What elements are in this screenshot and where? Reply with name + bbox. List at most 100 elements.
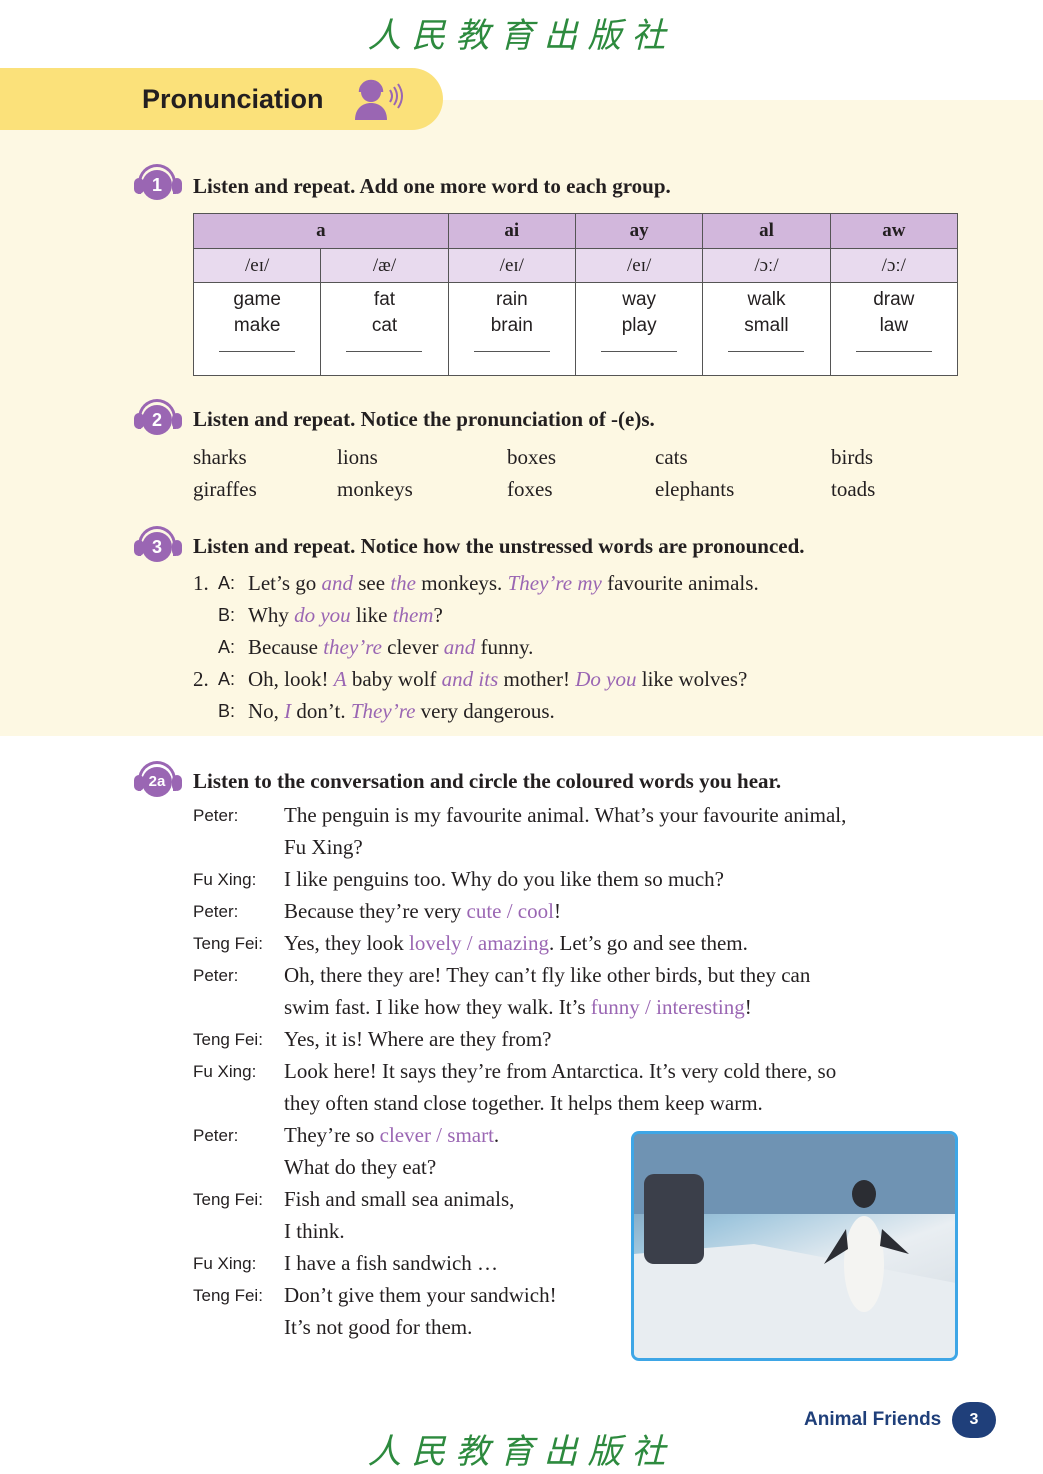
text: clever (381, 635, 444, 659)
line-text: Let’s go and see the monkeys. They’re my… (248, 571, 759, 596)
word: brain (490, 315, 533, 336)
sound-cell: /æ/ (320, 248, 449, 283)
text: What do they eat? (284, 1155, 437, 1179)
word-choice[interactable]: clever / smart (379, 1123, 494, 1147)
dialogue-line: swim fast. I like how they walk. It’s fu… (284, 995, 752, 1020)
text: don’t. (291, 699, 351, 723)
answer-blank[interactable] (346, 351, 423, 352)
ear-icon (134, 413, 144, 429)
ear-icon (172, 775, 182, 791)
text: ! (744, 995, 752, 1019)
unstressed-word: the (390, 571, 416, 595)
answer-blank[interactable] (728, 351, 805, 352)
unstressed-word: do you (294, 603, 351, 627)
penguin-image (634, 1134, 955, 1358)
text: Because (248, 635, 324, 659)
text: ? (433, 603, 443, 627)
word-cell: way play (574, 282, 704, 376)
word: elephants (655, 477, 735, 501)
unstressed-word: and (321, 571, 354, 595)
text: Don’t give them your sandwich! (284, 1283, 557, 1307)
dialogue-line: I have a fish sandwich … (284, 1251, 498, 1276)
ex2a-instruction: Listen to the conversation and circle th… (193, 769, 782, 793)
dialogue-line: Fish and small sea animals, (284, 1187, 514, 1212)
dialogue-line: I like penguins too. Why do you like the… (284, 867, 724, 892)
word: way (622, 289, 657, 310)
text: No, (248, 699, 285, 723)
answer-blank[interactable] (473, 351, 550, 352)
ear-icon (172, 540, 182, 556)
word: make (233, 315, 281, 336)
speaker: Teng Fei: (193, 1286, 263, 1305)
text: favourite animals. (601, 571, 759, 595)
word: fat (373, 289, 396, 310)
word: small (744, 315, 789, 336)
unstressed-word: and its (441, 667, 499, 691)
unstressed-word: They’re my (507, 571, 602, 595)
answer-blank[interactable] (855, 351, 932, 352)
text: like wolves? (636, 667, 748, 691)
text: Why (248, 603, 295, 627)
dialogue-line: I think. (284, 1219, 345, 1244)
word-cell: walk small (702, 282, 831, 376)
text: swim fast. I like how they walk. It’s (284, 995, 591, 1019)
dialogue-line: Yes, it is! Where are they from? (284, 1027, 551, 1052)
word-choice[interactable]: funny / interesting (590, 995, 745, 1019)
dialogue-line: Yes, they look lovely / amazing. Let’s g… (284, 931, 748, 956)
speaker: Fu Xing: (193, 1254, 257, 1273)
text: Oh, there they are! They can’t fly like … (284, 963, 811, 987)
answer-blank[interactable] (219, 351, 296, 352)
word: monkeys (337, 477, 413, 501)
line-text: No, I don’t. They’re very dangerous. (248, 699, 555, 724)
speaker: Teng Fei: (193, 1190, 263, 1209)
unstressed-word: They’re (350, 699, 416, 723)
unstressed-word: and (443, 635, 476, 659)
text: see (353, 571, 391, 595)
word: cats (655, 445, 688, 469)
sound-cell: /eɪ/ (574, 248, 704, 283)
ear-icon (172, 178, 182, 194)
dialogue-line: Look here! It says they’re from Antarcti… (284, 1059, 836, 1084)
dialogue-line: They’re so clever / smart. (284, 1123, 499, 1148)
text: The penguin is my favourite animal. What… (284, 803, 847, 827)
answer-blank[interactable] (601, 351, 678, 352)
ex2-instruction: Listen and repeat. Notice the pronunciat… (193, 407, 655, 431)
listening-icon (355, 79, 403, 120)
text: like (350, 603, 393, 627)
ear-icon (134, 540, 144, 556)
speaker: Peter: (193, 966, 239, 985)
text: . (493, 1123, 500, 1147)
text: Fish and small sea animals, (284, 1187, 515, 1211)
ex2-badge: 2 (134, 399, 182, 437)
word: foxes (507, 477, 553, 501)
ear-icon (134, 775, 144, 791)
word-choice[interactable]: cute / cool (466, 899, 554, 923)
text: funny. (475, 635, 534, 659)
dialogue-line: The penguin is my favourite animal. What… (284, 803, 846, 828)
word: law (879, 315, 909, 336)
speaker: Fu Xing: (193, 1062, 257, 1081)
word: rain (495, 289, 528, 310)
word: lions (337, 445, 378, 469)
section-title: Pronunciation (142, 84, 324, 114)
unstressed-word: they’re (323, 635, 382, 659)
line-text: Oh, look! A baby wolf and its mother! Do… (248, 667, 747, 692)
phonics-table: a ai ay al aw/eɪ//æ//eɪ//eɪ//ɔː//ɔː/game make… (192, 213, 959, 376)
penguin-photo (631, 1131, 958, 1361)
word-cell: game make (192, 282, 322, 376)
speaker: B: (218, 605, 236, 625)
text: I have a fish sandwich … (284, 1251, 499, 1275)
unit-title: Animal Friends (804, 1409, 942, 1430)
group-header: al (702, 213, 831, 249)
line-text: Because they’re clever and funny. (248, 635, 533, 660)
word: toads (831, 477, 876, 501)
dialogue-line: Because they’re very cute / cool! (284, 899, 561, 924)
badge-number: 1 (142, 170, 172, 200)
dialogue-line: Don’t give them your sandwich! (284, 1283, 557, 1308)
ear-icon (172, 413, 182, 429)
sound-cell: /eɪ/ (447, 248, 576, 283)
word: play (621, 315, 657, 336)
word: birds (831, 445, 873, 469)
word-choice[interactable]: lovely / amazing (409, 931, 550, 955)
ex1-instruction: Listen and repeat. Add one more word to … (193, 174, 671, 198)
